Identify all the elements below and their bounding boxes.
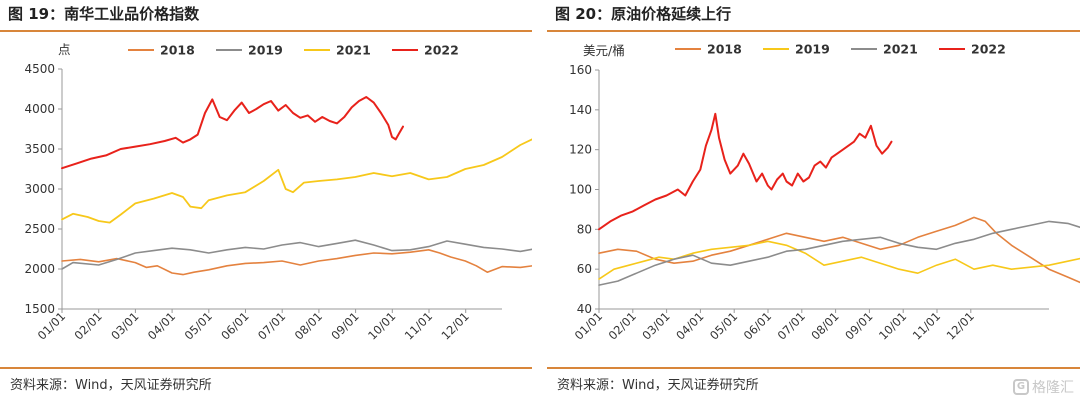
series-line-2018 [598,216,1080,284]
y-tick-label: 2500 [24,222,55,236]
y-tick-label: 140 [569,103,592,117]
legend-label: 2022 [971,42,1006,57]
y-tick-label: 120 [569,143,592,157]
chart-panel-nanhua: 图 19：南华工业品价格指数 1500 2000 2500 3000 3500 4000 4… [0,0,720,401]
y-tick-label: 4500 [24,62,55,76]
x-tick-label: 10/01 [365,309,398,342]
series-line-2019 [598,240,1080,280]
legend-label: 2019 [248,43,283,58]
series-line-2021 [61,122,720,224]
y-tick-label: 4000 [24,102,55,116]
x-tick-label: 06/01 [741,309,774,342]
series-line-2018 [61,249,562,276]
plot-area: 1500 2000 2500 3000 3500 4000 4500 01/01 02/01 03… [0,32,720,371]
title-rule [0,30,532,32]
y-tick-label: 160 [569,63,592,77]
x-tick-label: 05/01 [182,309,215,342]
y-tick-label: 1500 [24,302,55,316]
legend-label: 2021 [883,42,918,57]
x-tick-label: 09/01 [328,309,361,342]
source-note: 资料来源：Wind，天风证券研究所 [557,378,759,393]
x-tick-label: 12/01 [944,309,977,342]
x-tick-label: 08/01 [292,309,325,342]
source-rule [547,367,1080,369]
x-tick-label: 09/01 [842,309,875,342]
source-rule [0,367,532,369]
watermark-logo-icon: G [1013,379,1029,395]
y-tick-label: 3000 [24,182,55,196]
y-tick-label: 3500 [24,142,55,156]
x-tick-label: 05/01 [707,309,740,342]
x-tick-label: 08/01 [808,309,841,342]
legend-label: 2018 [160,43,195,58]
y-tick-label: 2000 [24,262,55,276]
x-tick-label: 07/01 [255,309,288,342]
x-tick-label: 04/01 [673,309,706,342]
chart-title: 图 19：南华工业品价格指数 [8,5,200,23]
x-tick-label: 03/01 [639,309,672,342]
y-unit-label: 美元/桶 [583,43,625,58]
plot-area: 40 60 80 100 120 140 160 01/01 02/01 03/01 04/01 05… [547,32,1080,371]
x-tick-label: 12/01 [438,309,471,342]
series-line-2022 [598,112,893,231]
legend-label: 2022 [424,43,459,58]
x-tick-label: 10/01 [876,309,909,342]
x-tick-label: 11/01 [402,309,435,342]
y-tick-label: 80 [577,222,592,236]
watermark-text: 格隆汇 [1032,380,1074,396]
y-unit-label: 点 [58,42,71,57]
x-tick-label: 03/01 [108,309,141,342]
x-tick-label: 07/01 [775,309,808,342]
source-note: 资料来源：Wind，天风证券研究所 [10,378,212,393]
chart-title: 图 20：原油价格延续上行 [555,5,732,23]
y-tick-label: 100 [569,183,592,197]
x-tick-label: 06/01 [218,309,251,342]
series-line-2021 [598,220,1080,286]
chart-panel-crude-oil: 图 20：原油价格延续上行 40 60 80 100 120 140 160 01/01 02/… [547,0,1080,401]
watermark: G 格隆汇 [1013,377,1074,397]
series-line-2019 [61,239,573,270]
legend-label: 2021 [336,43,371,58]
y-tick-label: 40 [577,302,592,316]
x-tick-label: 11/01 [910,309,943,342]
x-tick-label: 04/01 [145,309,178,342]
legend-label: 2019 [795,42,830,57]
y-tick-label: 60 [577,262,592,276]
x-tick-label: 02/01 [606,309,639,342]
title-rule [547,30,1080,32]
x-tick-label: 02/01 [71,309,104,342]
legend-label: 2018 [707,42,742,57]
series-line-2022 [61,96,404,170]
